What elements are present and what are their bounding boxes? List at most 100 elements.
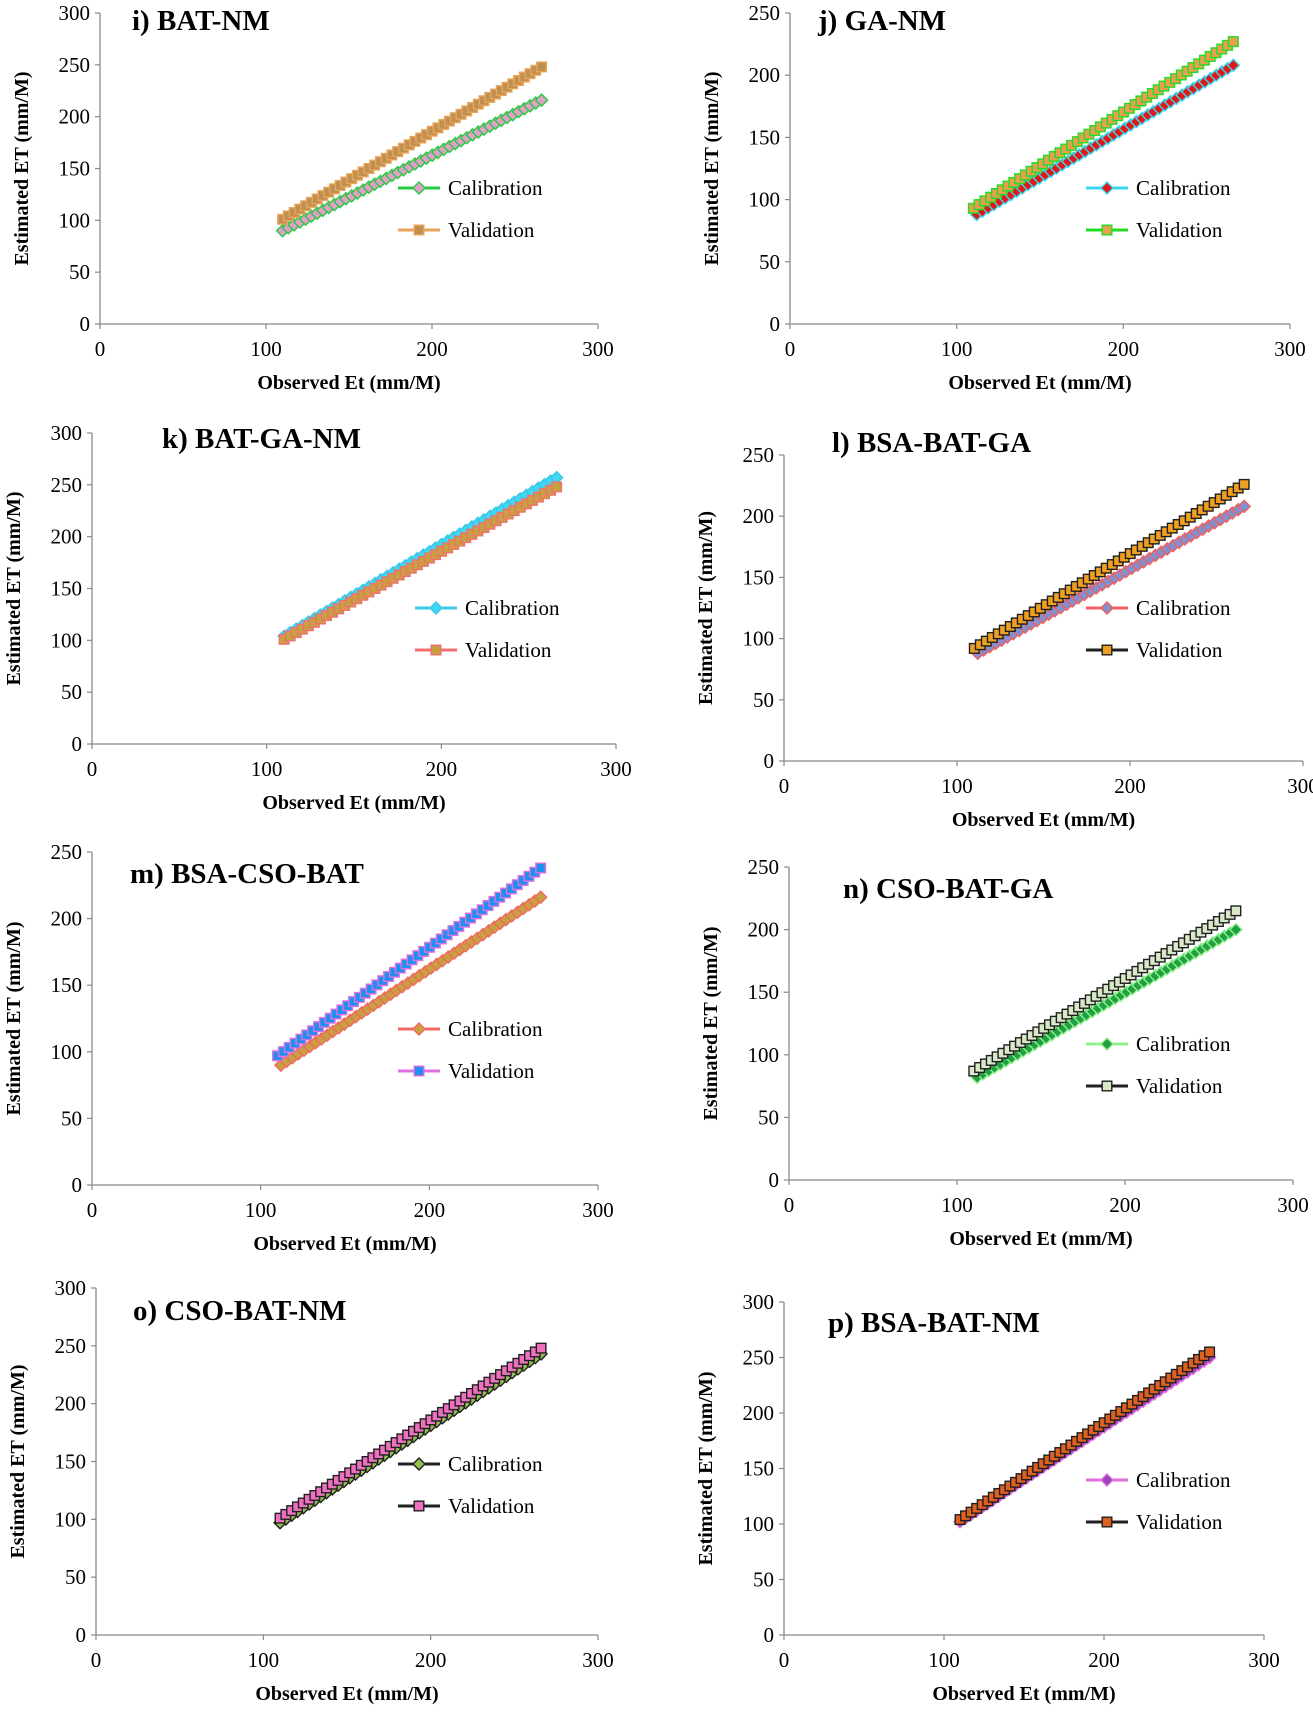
x-tick-label: 0 bbox=[784, 1193, 795, 1217]
panel-title: j) GA-NM bbox=[817, 5, 946, 37]
y-tick-label: 200 bbox=[59, 105, 91, 129]
y-tick-label: 250 bbox=[748, 855, 780, 879]
panel-title: o) CSO-BAT-NM bbox=[133, 1295, 346, 1327]
y-tick-label: 250 bbox=[749, 1, 781, 25]
legend-label: Calibration bbox=[448, 1452, 543, 1476]
legend-label: Validation bbox=[448, 218, 535, 242]
y-tick-label: 0 bbox=[764, 1623, 775, 1647]
x-tick-label: 0 bbox=[91, 1648, 102, 1672]
x-tick-label: 300 bbox=[582, 1198, 614, 1222]
legend-label: Validation bbox=[465, 638, 552, 662]
x-axis-title: Observed Et (mm/M) bbox=[949, 1228, 1132, 1250]
chart-panel-4: 0 50 100 150 200 250 0 100 200 300 Observed Et (mm… bbox=[695, 427, 1313, 831]
y-tick-label: 100 bbox=[749, 188, 781, 212]
x-tick-label: 200 bbox=[1114, 774, 1146, 798]
x-axis-title: Observed Et (mm/M) bbox=[948, 372, 1131, 394]
legend-label: Validation bbox=[1136, 638, 1223, 662]
y-tick-label: 0 bbox=[764, 749, 775, 773]
chart-panel-1: 0 50 100 150 200 250 300 0 100 200 300 Observed Et … bbox=[11, 1, 614, 394]
x-tick-label: 200 bbox=[1088, 1648, 1120, 1672]
y-tick-label: 100 bbox=[51, 628, 83, 652]
x-tick-label: 100 bbox=[245, 1198, 277, 1222]
y-tick-label: 250 bbox=[55, 1334, 87, 1358]
x-tick-label: 0 bbox=[785, 337, 796, 361]
legend-marker bbox=[1101, 1516, 1113, 1528]
legend-marker bbox=[429, 601, 443, 615]
y-tick-label: 150 bbox=[51, 577, 83, 601]
x-axis-title: Observed Et (mm/M) bbox=[255, 1683, 438, 1705]
legend-marker bbox=[413, 224, 425, 236]
chart-panel-8: 0 50 100 150 200 250 300 0 100 200 300 Observed Et … bbox=[695, 1290, 1280, 1705]
y-tick-label: 150 bbox=[55, 1450, 87, 1474]
y-tick-label: 150 bbox=[743, 565, 775, 589]
y-axis-title: Estimated ET (mm/M) bbox=[3, 491, 25, 685]
chart-panel-3: 0 50 100 150 200 250 300 0 100 200 300 Observed Et … bbox=[3, 421, 632, 814]
x-tick-label: 0 bbox=[87, 757, 98, 781]
y-axis-title: Estimated ET (mm/M) bbox=[695, 1371, 717, 1565]
y-axis-title: Estimated ET (mm/M) bbox=[11, 71, 33, 265]
y-tick-label: 200 bbox=[749, 63, 781, 87]
legend-label: Calibration bbox=[1136, 1032, 1231, 1056]
panel-title: n) CSO-BAT-GA bbox=[843, 873, 1053, 905]
y-tick-label: 250 bbox=[743, 443, 775, 467]
legend-label: Validation bbox=[1136, 1074, 1223, 1098]
y-tick-label: 100 bbox=[748, 1043, 780, 1067]
data-point-calibration bbox=[534, 93, 549, 108]
y-tick-label: 50 bbox=[759, 250, 780, 274]
chart-panel-2: 0 50 100 150 200 250 0 100 200 300 Observed Et (mm… bbox=[701, 1, 1306, 394]
y-tick-label: 100 bbox=[743, 1512, 775, 1536]
data-point-calibration bbox=[533, 890, 548, 905]
legend-label: Validation bbox=[448, 1059, 535, 1083]
x-tick-label: 300 bbox=[1287, 774, 1313, 798]
y-tick-label: 200 bbox=[51, 525, 83, 549]
legend-marker bbox=[412, 181, 426, 195]
x-tick-label: 0 bbox=[779, 774, 790, 798]
y-tick-label: 250 bbox=[59, 53, 91, 77]
y-tick-label: 300 bbox=[55, 1276, 87, 1300]
x-tick-label: 100 bbox=[941, 1193, 973, 1217]
legend-marker bbox=[1100, 1037, 1114, 1051]
y-tick-label: 50 bbox=[65, 1565, 86, 1589]
data-point-validation bbox=[1227, 36, 1239, 48]
legend-label: Calibration bbox=[1136, 1468, 1231, 1492]
y-tick-label: 50 bbox=[758, 1105, 779, 1129]
x-tick-label: 100 bbox=[928, 1648, 960, 1672]
panel-title: m) BSA-CSO-BAT bbox=[130, 858, 364, 890]
x-tick-label: 0 bbox=[95, 337, 106, 361]
legend-label: Calibration bbox=[465, 596, 560, 620]
x-axis-title: Observed Et (mm/M) bbox=[262, 792, 445, 814]
y-axis-title: Estimated ET (mm/M) bbox=[695, 511, 717, 705]
y-tick-label: 200 bbox=[55, 1392, 87, 1416]
y-tick-label: 0 bbox=[80, 312, 91, 336]
chart-panel-5: 0 50 100 150 200 250 0 100 200 300 Observed Et (mm… bbox=[3, 840, 614, 1255]
y-tick-label: 0 bbox=[769, 1168, 780, 1192]
x-tick-label: 0 bbox=[779, 1648, 790, 1672]
legend-label: Validation bbox=[448, 1494, 535, 1518]
y-tick-label: 200 bbox=[743, 504, 775, 528]
y-axis-title: Estimated ET (mm/M) bbox=[700, 926, 722, 1120]
x-tick-label: 300 bbox=[600, 757, 632, 781]
y-tick-label: 300 bbox=[743, 1290, 775, 1314]
x-tick-label: 100 bbox=[248, 1648, 280, 1672]
data-point-validation bbox=[535, 862, 547, 874]
legend-label: Validation bbox=[1136, 1510, 1223, 1534]
y-tick-label: 50 bbox=[69, 260, 90, 284]
legend-label: Calibration bbox=[448, 1017, 543, 1041]
data-point-calibration bbox=[1228, 922, 1243, 937]
y-tick-label: 50 bbox=[61, 1106, 82, 1130]
y-tick-label: 0 bbox=[770, 312, 781, 336]
x-tick-label: 100 bbox=[251, 757, 283, 781]
y-tick-label: 150 bbox=[748, 980, 780, 1004]
x-tick-label: 200 bbox=[414, 1198, 446, 1222]
legend-label: Validation bbox=[1136, 218, 1223, 242]
x-tick-label: 100 bbox=[250, 337, 282, 361]
chart-panel-7: 0 50 100 150 200 250 300 0 100 200 300 Observed Et … bbox=[7, 1276, 614, 1705]
legend-label: Calibration bbox=[448, 176, 543, 200]
legend-marker bbox=[1100, 601, 1114, 615]
x-tick-label: 200 bbox=[415, 1648, 447, 1672]
legend-marker bbox=[1101, 1080, 1113, 1092]
x-tick-label: 300 bbox=[1248, 1648, 1280, 1672]
data-point-validation bbox=[1230, 905, 1242, 917]
y-axis-title: Estimated ET (mm/M) bbox=[3, 921, 25, 1115]
